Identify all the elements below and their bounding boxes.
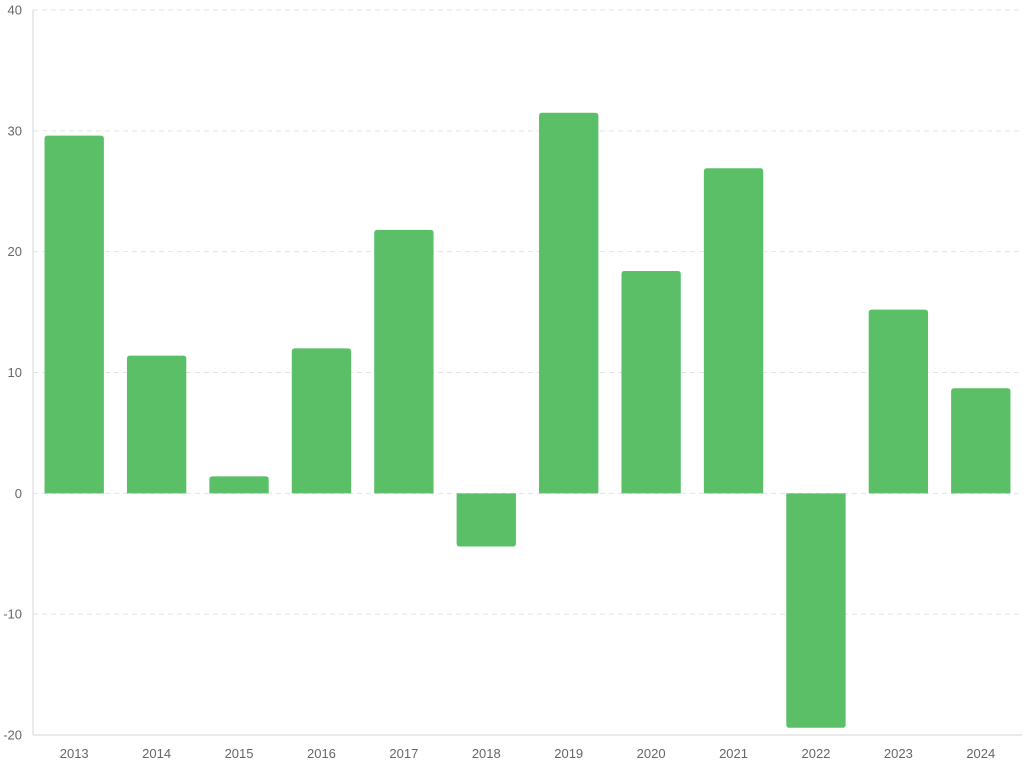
bar-2024 xyxy=(951,388,1011,494)
bars xyxy=(44,112,1011,728)
bar-2013 xyxy=(44,135,104,494)
x-tick-label-2015: 2015 xyxy=(225,746,254,761)
grid-lines xyxy=(33,9,1022,615)
bar-2023 xyxy=(868,309,929,494)
y-tick-label: -10 xyxy=(3,607,22,622)
axes xyxy=(32,10,1022,736)
x-tick-label-2020: 2020 xyxy=(637,746,666,761)
bar-2014 xyxy=(126,355,187,494)
bar-2018 xyxy=(456,493,516,547)
x-tick-label-2013: 2013 xyxy=(60,746,89,761)
x-tick-label-2021: 2021 xyxy=(719,746,748,761)
bar-2016 xyxy=(291,348,352,494)
x-tick-label-2019: 2019 xyxy=(554,746,583,761)
y-tick-label: 40 xyxy=(8,3,22,18)
x-tick-label-2016: 2016 xyxy=(307,746,336,761)
x-axis-tick-labels: 2013 2014 2015 2016 2017 2018 2019 2020 2021 2022… xyxy=(60,746,996,761)
bar-2020 xyxy=(621,271,681,494)
bar-2019 xyxy=(539,112,599,494)
x-tick-label-2024: 2024 xyxy=(966,746,995,761)
x-tick-label-2022: 2022 xyxy=(801,746,830,761)
y-tick-label: -20 xyxy=(3,728,22,743)
x-tick-label-2017: 2017 xyxy=(389,746,418,761)
y-tick-label: 0 xyxy=(15,486,22,501)
x-tick-label-2023: 2023 xyxy=(884,746,913,761)
y-axis-tick-labels: -20 -10 0 10 20 30 40 xyxy=(3,3,22,743)
bar-2015 xyxy=(209,476,269,494)
y-tick-label: 20 xyxy=(8,244,22,259)
bar-2017 xyxy=(374,229,434,494)
x-tick-label-2018: 2018 xyxy=(472,746,501,761)
y-tick-label: 30 xyxy=(8,123,22,138)
bar-2021 xyxy=(703,168,764,494)
x-tick-label-2014: 2014 xyxy=(142,746,171,761)
y-tick-label: 10 xyxy=(8,365,22,380)
bar-2022 xyxy=(786,493,846,728)
